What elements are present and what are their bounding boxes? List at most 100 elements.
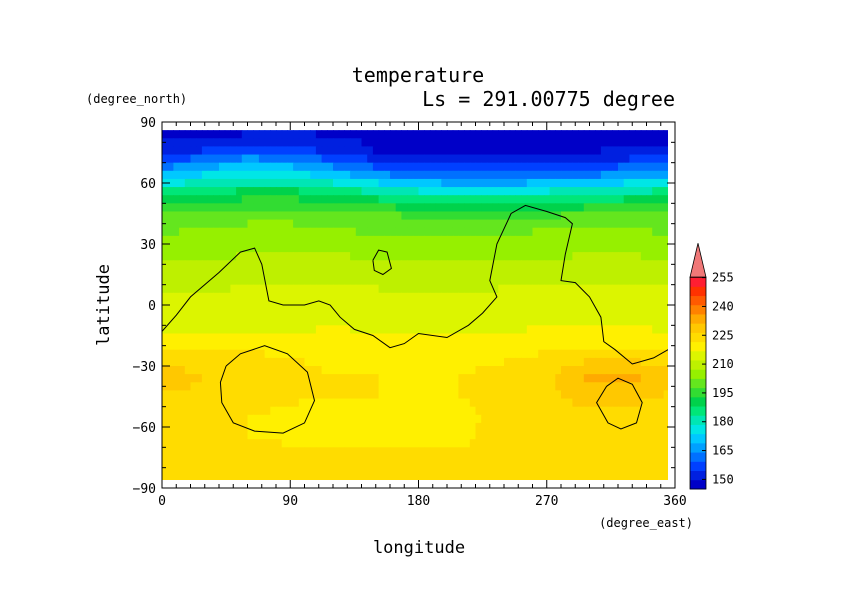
field-cell: [498, 203, 505, 213]
field-cell: [441, 252, 448, 261]
field-cell: [435, 138, 442, 147]
field-cell: [447, 414, 454, 424]
field-cell: [566, 244, 573, 253]
field-cell: [333, 284, 340, 294]
field-cell: [167, 146, 174, 156]
field-cell: [515, 146, 522, 156]
field-cell: [424, 292, 431, 302]
field-cell: [447, 170, 454, 180]
field-cell: [429, 268, 437, 278]
field-cell: [304, 317, 311, 326]
field-cell: [236, 252, 243, 261]
field-cell: [327, 227, 334, 237]
field-cell: [162, 235, 169, 245]
field-cell: [344, 414, 351, 424]
field-cell: [219, 154, 226, 164]
field-cell: [355, 357, 363, 367]
field-cell: [390, 471, 397, 480]
field-cell: [258, 203, 266, 213]
field-cell: [167, 162, 174, 172]
field-cell: [247, 447, 254, 457]
field-cell: [162, 154, 169, 164]
field-cell: [623, 260, 630, 269]
field-cell: [572, 138, 579, 147]
field-cell: [435, 463, 442, 473]
field-cell: [612, 382, 619, 391]
field-cell: [258, 195, 266, 204]
field-cell: [281, 325, 288, 335]
field-cell: [521, 463, 528, 473]
field-cell: [458, 162, 465, 172]
field-cell: [538, 178, 545, 188]
field-cell: [435, 447, 442, 457]
field-cell: [589, 154, 596, 164]
field-cell: [538, 187, 545, 196]
field-cell: [407, 382, 414, 391]
field-cell: [578, 341, 585, 351]
field-cell: [561, 154, 568, 164]
field-cell: [253, 447, 260, 457]
field-cell: [481, 252, 488, 261]
field-cell: [412, 325, 420, 335]
field-cell: [230, 162, 237, 172]
field-cell: [372, 227, 380, 237]
field-cell: [623, 146, 630, 156]
field-cell: [623, 431, 630, 440]
field-cell: [236, 390, 243, 400]
field-cell: [583, 463, 591, 473]
field-cell: [270, 130, 277, 139]
field-cell: [521, 244, 528, 253]
field-cell: [424, 309, 431, 318]
field-cell: [298, 325, 306, 335]
field-cell: [464, 244, 471, 253]
field-cell: [258, 138, 266, 147]
field-cell: [600, 382, 608, 391]
field-cell: [315, 244, 323, 253]
field-cell: [321, 268, 328, 278]
field-cell: [572, 146, 579, 156]
field-cell: [504, 357, 511, 367]
field-cell: [429, 211, 437, 221]
field-cell: [327, 162, 334, 172]
field-cell: [219, 219, 226, 229]
field-cell: [498, 138, 505, 147]
field-cell: [657, 227, 665, 237]
field-cell: [190, 268, 197, 278]
field-cell: [281, 333, 288, 343]
field-cell: [652, 406, 659, 416]
field-cell: [361, 390, 368, 400]
field-cell: [458, 317, 465, 326]
field-cell: [304, 422, 311, 432]
field-cell: [287, 195, 294, 204]
x-axis-label: longitude: [373, 538, 465, 558]
field-cell: [207, 268, 214, 278]
field-cell: [395, 414, 402, 424]
field-cell: [464, 170, 471, 180]
field-cell: [230, 268, 237, 278]
field-cell: [452, 195, 459, 204]
field-cell: [464, 382, 471, 391]
field-cell: [315, 130, 323, 139]
field-cell: [646, 235, 653, 245]
field-cell: [418, 195, 425, 204]
field-cell: [276, 382, 283, 391]
field-cell: [618, 398, 625, 408]
field-cell: [538, 422, 545, 432]
field-cell: [435, 170, 442, 180]
field-cell: [566, 325, 573, 335]
field-cell: [355, 341, 363, 351]
field-cell: [372, 146, 380, 156]
field-cell: [635, 349, 642, 359]
field-cell: [418, 382, 425, 391]
field-cell: [418, 317, 425, 326]
field-cell: [612, 463, 619, 473]
field-cell: [276, 357, 283, 367]
field-cell: [532, 463, 539, 473]
field-cell: [361, 333, 368, 343]
field-cell: [304, 357, 311, 367]
colorbar-swatch: [690, 369, 706, 379]
field-cell: [190, 455, 197, 465]
field-cell: [441, 422, 448, 432]
field-cell: [469, 268, 477, 278]
field-cell: [447, 130, 454, 139]
